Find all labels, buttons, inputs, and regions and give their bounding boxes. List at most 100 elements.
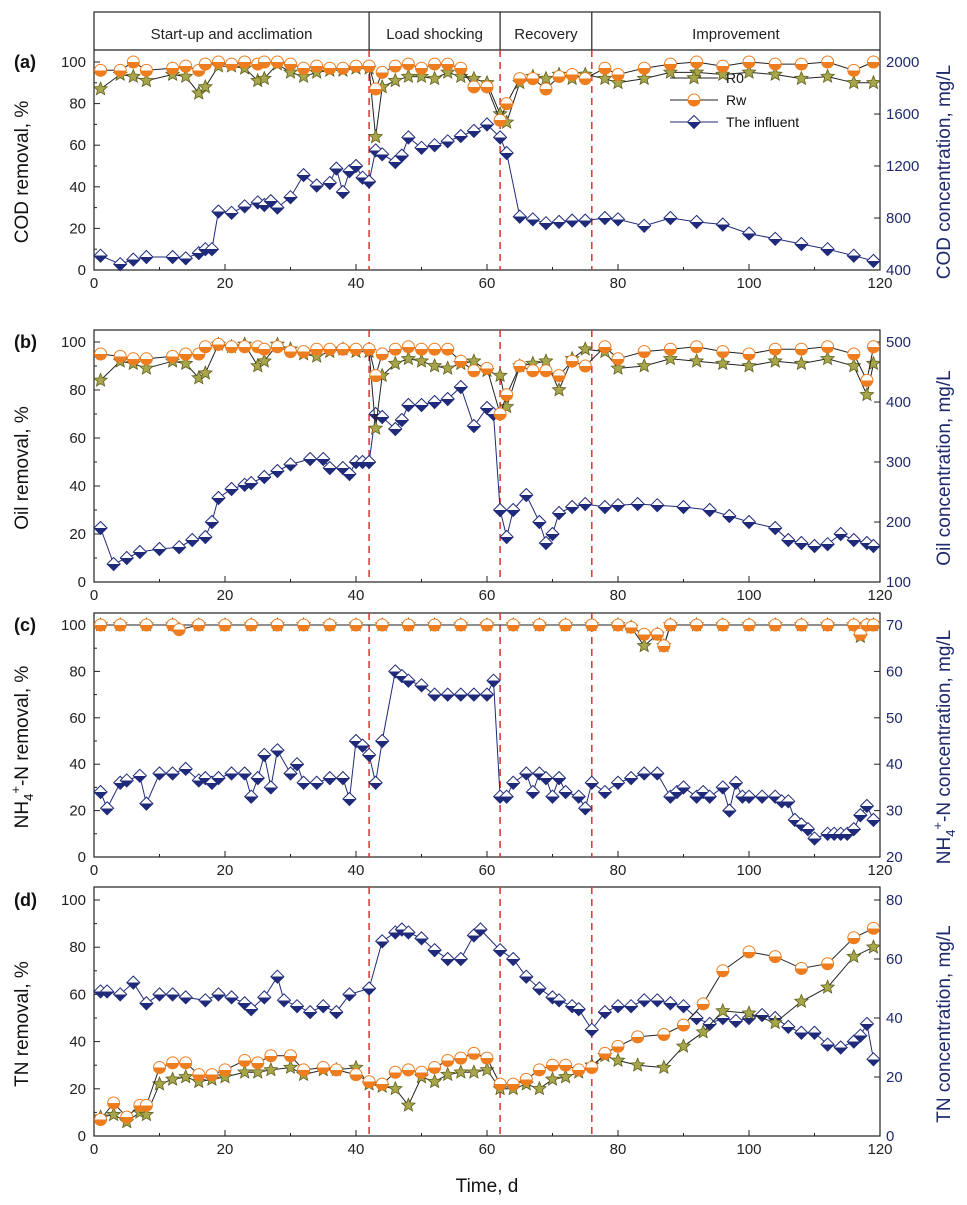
series-rw-point-29 <box>467 364 481 378</box>
x-tick-label: 80 <box>610 862 627 879</box>
series-rw-point-20 <box>362 59 376 73</box>
x-tick-label: 120 <box>867 862 892 879</box>
series-influent-point-45 <box>650 993 665 1008</box>
y-tick-label: 0 <box>78 574 86 591</box>
y2-tick-label: 30 <box>886 803 903 820</box>
series-rw-point-36 <box>585 1061 599 1075</box>
series-influent-point-58 <box>820 1037 835 1052</box>
series-rw-point-33 <box>546 1058 559 1072</box>
series-rw-point-39 <box>598 61 612 75</box>
x-tick-label: 80 <box>610 587 627 604</box>
series-influent-point-1 <box>99 801 115 816</box>
y-tick-label: 80 <box>69 382 86 399</box>
series-influent-point-8 <box>204 514 220 530</box>
series-rw-point-40 <box>657 1028 671 1042</box>
series-influent-point-6 <box>165 987 180 1002</box>
series-influent-point-44 <box>505 775 521 790</box>
series-influent-point-15 <box>283 457 298 472</box>
series-influent-point-70 <box>741 789 757 804</box>
series-influent-point-52 <box>571 789 586 804</box>
series-influent-point-5 <box>152 987 167 1002</box>
series-rw-point-39 <box>598 340 612 354</box>
series-r0-point-40 <box>610 360 626 375</box>
series-influent-point-13 <box>224 766 239 781</box>
series-rw-point-44 <box>742 945 756 959</box>
series-influent-point-77 <box>800 821 816 837</box>
series-rw-point-17 <box>323 61 337 75</box>
series-rw-point-14 <box>284 57 297 71</box>
series-influent-point-47 <box>636 218 652 234</box>
series-influent-point-20 <box>342 466 357 482</box>
series-influent-point-14 <box>237 766 252 781</box>
series-influent-point-13 <box>257 990 272 1005</box>
series-rw-point-32 <box>500 97 514 111</box>
series-rw-point-18 <box>336 342 350 356</box>
series-rw-point-34 <box>526 364 540 378</box>
x-tick-label: 120 <box>867 587 892 604</box>
series-r0-point-21 <box>367 128 384 144</box>
series-rw-point-6 <box>166 1056 180 1070</box>
series-rw-point-6 <box>218 618 232 632</box>
series-rw-point-27 <box>441 57 455 71</box>
series-influent-point-34 <box>453 128 469 144</box>
series-influent-point-67 <box>722 803 737 818</box>
series-rw-point-7 <box>198 57 212 71</box>
series-influent-point-19 <box>322 175 338 191</box>
y-tick-label: 60 <box>69 710 86 727</box>
x-tick-label: 60 <box>479 862 496 879</box>
series-influent-point-3 <box>119 773 134 788</box>
series-influent-point-85 <box>859 798 875 814</box>
series-r0-point-45 <box>741 357 757 373</box>
series-influent-point-45 <box>578 496 593 512</box>
series-rw-point-24 <box>401 340 415 354</box>
series-influent-point-26 <box>414 931 429 946</box>
series-rw-point-38 <box>578 72 592 86</box>
series-r0-point-48 <box>819 350 836 366</box>
series-influent-point-41 <box>597 1004 613 1020</box>
series-rw-point-31 <box>519 1072 533 1086</box>
series-rw-point-36 <box>552 70 566 84</box>
y2-tick-label: 20 <box>886 849 903 866</box>
series-influent-point-5 <box>139 796 154 811</box>
series-influent-point-23 <box>309 775 324 790</box>
series-rw-point-20 <box>375 1077 389 1091</box>
series-influent-point-39 <box>466 687 482 702</box>
series-influent-point-63 <box>866 1052 881 1067</box>
x-tick-label: 40 <box>348 275 365 292</box>
y-axis-title-sup: + <box>8 786 23 794</box>
series-influent-point-55 <box>846 248 862 263</box>
series-influent-point-59 <box>833 1040 848 1055</box>
series-rw-point-49 <box>847 347 861 361</box>
y-tick-label: 60 <box>69 986 86 1003</box>
series-r0-point-12 <box>250 1064 266 1079</box>
series-rw-point-42 <box>696 997 710 1011</box>
series-influent-point-40 <box>479 687 495 702</box>
series-rw-point-15 <box>297 1063 311 1077</box>
series-influent-point-44 <box>636 993 652 1008</box>
series-rw-point-13 <box>401 618 415 632</box>
series-influent-point-54 <box>820 241 835 257</box>
series-influent-point-9 <box>211 204 226 219</box>
series-influent-point-57 <box>807 1025 822 1040</box>
y2-axis-title: TN concentration, mg/L <box>934 925 955 1122</box>
series-rw-point-33 <box>513 359 527 373</box>
series-rw-point-2 <box>139 618 153 632</box>
series-rw <box>94 55 880 127</box>
y-tick-label: 100 <box>61 617 86 634</box>
series-influent-point-6 <box>152 766 167 781</box>
series-r0-point-27 <box>440 360 456 375</box>
y2-axis-title-sub: 4 <box>943 830 958 837</box>
series-influent-point-58 <box>820 536 835 552</box>
series-influent-point-45 <box>597 210 613 226</box>
series-r0-point-48 <box>819 68 836 84</box>
series-rw-point-25 <box>415 342 428 356</box>
series-influent <box>93 664 881 846</box>
x-tick-label: 100 <box>736 1141 761 1158</box>
series-influent-point-39 <box>512 209 527 224</box>
series-r0-point-6 <box>164 1071 181 1086</box>
series-line-influent <box>100 928 874 1060</box>
y2-tick-label: 200 <box>886 514 911 531</box>
x-tick-label: 80 <box>610 275 627 292</box>
panel-label: (c) <box>14 615 36 635</box>
phase-label: Recovery <box>514 26 578 43</box>
